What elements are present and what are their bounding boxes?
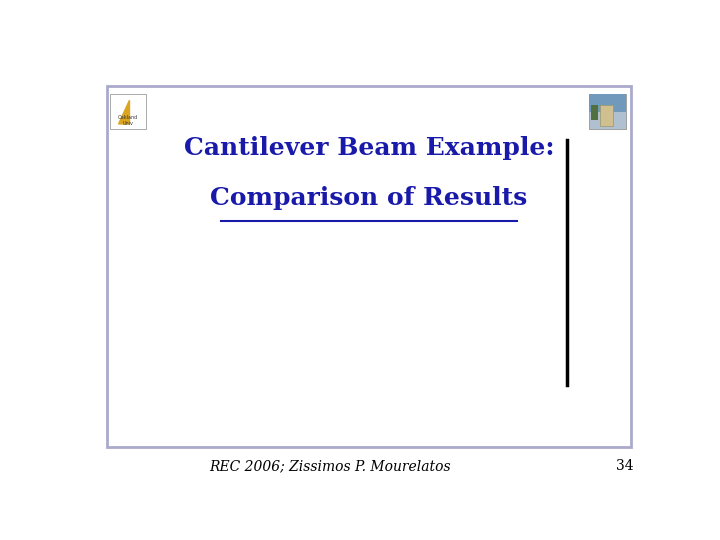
Bar bbox=[109, 94, 145, 129]
Bar bbox=[591, 105, 598, 120]
Bar bbox=[590, 94, 626, 112]
Text: 34: 34 bbox=[616, 459, 634, 473]
Bar bbox=[600, 105, 613, 126]
Bar bbox=[590, 94, 626, 129]
Text: Cantilever Beam Example:: Cantilever Beam Example: bbox=[184, 136, 554, 160]
Text: REC 2006; Zissimos P. Mourelatos: REC 2006; Zissimos P. Mourelatos bbox=[209, 459, 451, 473]
Text: Oakland
Univ: Oakland Univ bbox=[117, 115, 138, 126]
Polygon shape bbox=[119, 100, 130, 124]
Bar bbox=[107, 85, 631, 447]
Text: Comparison of Results: Comparison of Results bbox=[210, 186, 528, 210]
